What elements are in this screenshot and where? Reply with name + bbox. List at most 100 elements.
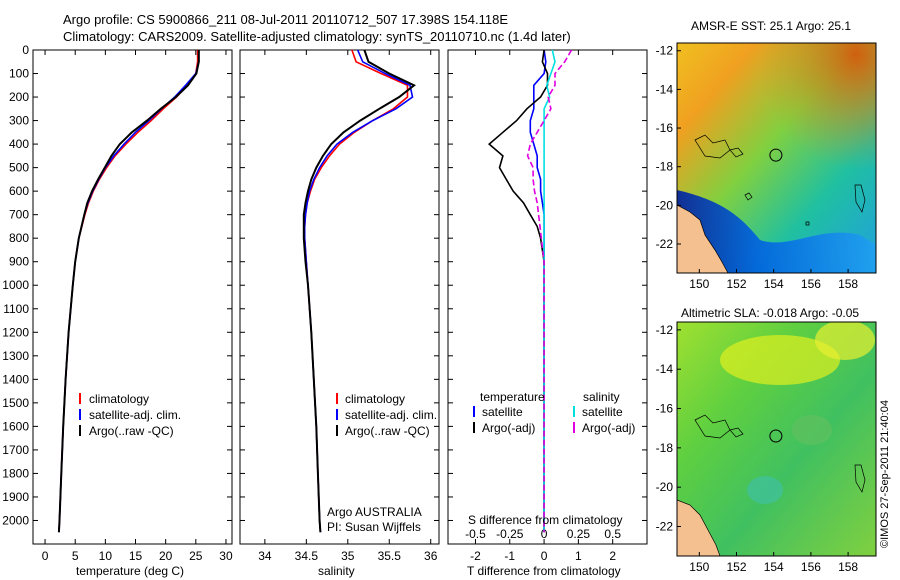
salinity-x-axis: 34 34.5 35 35.5 36 (258, 50, 438, 563)
legend-satellite: satellite-adj. clim. (345, 408, 437, 422)
sla-longitude-axis: 150 152 154 156 158 (689, 552, 858, 574)
s-tick-label: 0 (541, 527, 548, 541)
imos-timestamp: ©IMOS 27-Sep-2011 21:40:04 (879, 400, 891, 548)
sla-map: Altimetric SLA: -0.018 Argo: -0.05 150 15… (656, 306, 877, 574)
x-tick-label: 0 (541, 549, 548, 563)
lat-tick-label: -20 (656, 198, 674, 212)
sla-map-title: Altimetric SLA: -0.018 Argo: -0.05 (681, 306, 859, 320)
depth-tick-label: 1300 (2, 349, 29, 363)
temperature-panel: 0100200300400500600700800900100011001200… (2, 43, 233, 578)
lon-tick-label: 156 (801, 560, 821, 574)
sst-islands (694, 134, 866, 213)
x-tick-label: 35 (341, 549, 355, 563)
x-tick-label: 30 (219, 549, 233, 563)
x-tick-label: 34 (258, 549, 272, 563)
sla-high-region-east (815, 322, 875, 360)
x-tick-label: 2 (609, 549, 616, 563)
difference-panel: -2 -1 0 1 2 -0.5 -0.25 0 0.25 0.5 S difference f… (447, 49, 648, 578)
legend-t-argo: Argo(-adj) (482, 421, 535, 435)
t-difference-axis-label: T difference from climatology (467, 564, 621, 578)
s-tick-label: 0.5 (604, 527, 621, 541)
depth-tick-label: 0 (22, 43, 29, 57)
x-tick-label: 25 (189, 549, 203, 563)
x-tick-label: 10 (99, 549, 113, 563)
sst-latitude-axis: -12 -14 -16 -18 -20 -22 (656, 44, 681, 251)
lat-tick-label: -14 (656, 362, 674, 376)
sla-latitude-axis: -12 -14 -16 -18 -20 -22 (656, 323, 681, 534)
temperature-x-axis: 0 5 10 15 20 25 30 (42, 50, 233, 563)
s-difference-axis: -0.5 -0.25 0 0.25 0.5 (465, 527, 621, 541)
lon-tick-label: 152 (726, 560, 746, 574)
depth-tick-label: 1700 (2, 443, 29, 457)
sst-cold-region (677, 190, 876, 273)
sst-map: AMSR-E SST: 25.1 Argo: 25.1 150 152 154 156… (656, 19, 877, 291)
legend-s-satellite: satellite (582, 405, 623, 419)
difference-legend: temperature satellite Argo(-adj) salinit… (473, 390, 635, 435)
lat-tick-label: -12 (656, 44, 674, 58)
x-tick-label: 35.5 (378, 549, 402, 563)
sla-islands (694, 414, 866, 493)
depth-tick-label: 300 (9, 114, 29, 128)
temperature-axes-box (32, 49, 233, 545)
x-tick-label: 5 (72, 549, 79, 563)
temperature-legend: climatology satellite-adj. clim. Argo(..… (79, 392, 181, 438)
depth-axis: 0 100 200 300 400 500 600 700 800 900 1000 1100 1200… (2, 43, 232, 527)
temperature-axis-label: temperature (deg C) (76, 564, 184, 578)
lat-tick-label: -16 (656, 402, 674, 416)
lon-tick-label: 156 (801, 277, 821, 291)
pi-annotation: PI: Susan Wijffels (327, 520, 421, 534)
sst-map-frame (676, 42, 877, 274)
salinity-legend: climatology satellite-adj. clim. Argo(..… (336, 392, 437, 438)
series-argo-raw-qc (302, 49, 416, 533)
series-satellite-adj-clim (58, 50, 200, 533)
x-tick-label: 36 (424, 549, 438, 563)
sla-high-region (720, 335, 840, 385)
sst-reefs (744, 192, 810, 226)
x-tick-label: -1 (504, 549, 515, 563)
depth-tick-label: 1800 (2, 466, 29, 480)
lon-tick-label: 154 (764, 560, 784, 574)
lon-tick-label: 154 (764, 277, 784, 291)
sla-map-frame (676, 321, 877, 557)
series-temperature-argo-adj (487, 49, 549, 533)
s-difference-axis-label: S difference from climatology (468, 513, 623, 527)
lat-tick-label: -20 (656, 480, 674, 494)
depth-tick-label: 400 (9, 137, 29, 151)
sst-longitude-axis: 150 152 154 156 158 (689, 269, 858, 291)
depth-tick-label: 800 (9, 231, 29, 245)
lon-tick-label: 158 (838, 560, 858, 574)
sla-low-region-center (792, 415, 832, 445)
lat-tick-label: -22 (656, 520, 674, 534)
series-climatology (58, 50, 199, 533)
climatology-title: Climatology: CARS2009. Satellite-adjuste… (63, 29, 571, 44)
argo-program-annotation: Argo AUSTRALIA (327, 505, 422, 519)
lat-tick-label: -12 (656, 323, 674, 337)
sla-argo-location-marker (769, 429, 783, 443)
legend-temperature-header: temperature (480, 390, 545, 404)
depth-tick-label: 600 (9, 184, 29, 198)
depth-tick-label: 100 (9, 67, 29, 81)
legend-t-satellite: satellite (482, 405, 523, 419)
depth-tick-label: 900 (9, 255, 29, 269)
depth-tick-label: 1200 (2, 325, 29, 339)
legend-climatology: climatology (345, 392, 405, 406)
legend-argo: Argo(..raw -QC) (89, 424, 174, 438)
sst-map-title: AMSR-E SST: 25.1 Argo: 25.1 (691, 19, 851, 33)
series-argo-raw-qc (57, 50, 200, 533)
lon-tick-label: 152 (726, 277, 746, 291)
lon-tick-label: 158 (838, 277, 858, 291)
depth-tick-label: 1100 (3, 302, 29, 316)
lat-tick-label: -22 (656, 237, 674, 251)
sst-argo-location-marker (769, 148, 783, 162)
difference-axes-box (447, 49, 648, 545)
salinity-panel: 34 34.5 35 35.5 36 salinity climatology sate… (239, 49, 440, 578)
sst-land (677, 204, 729, 273)
depth-tick-label: 500 (9, 161, 29, 175)
x-tick-label: 1 (575, 549, 582, 563)
lat-tick-label: -14 (656, 82, 674, 96)
lat-tick-label: -16 (656, 121, 674, 135)
legend-s-argo: Argo(-adj) (582, 421, 635, 435)
depth-tick-label: 1400 (2, 372, 29, 386)
t-difference-x-axis: -2 -1 0 1 2 (470, 50, 616, 563)
legend-argo: Argo(..raw -QC) (345, 424, 430, 438)
